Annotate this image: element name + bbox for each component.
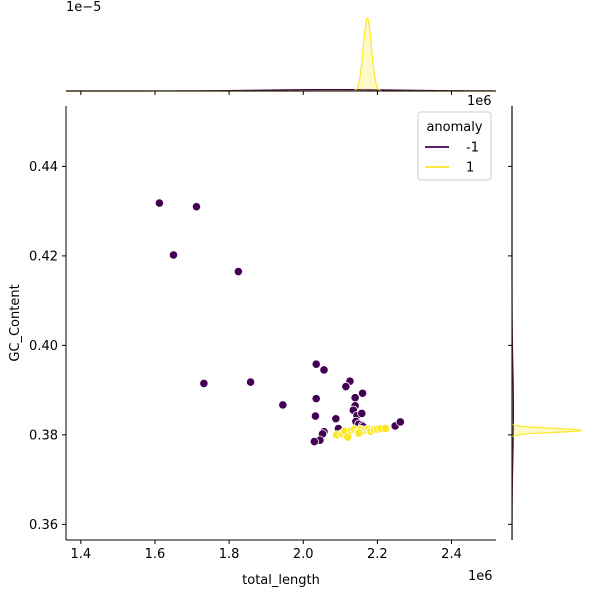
point-anomaly bbox=[341, 381, 351, 392]
top-marginal: 1e−5 bbox=[66, 0, 497, 95]
right-marginal-offset-label: 1e6 bbox=[467, 94, 492, 109]
x-axis-label: total_length bbox=[242, 573, 320, 588]
y-tick-label: 0.38 bbox=[29, 428, 58, 443]
y-axis-label: GC_Content bbox=[8, 284, 23, 361]
point-anomaly bbox=[154, 198, 165, 208]
x-tick-label: 2.4 bbox=[441, 547, 462, 562]
x-tick-label: 1.6 bbox=[145, 547, 166, 562]
right-marginal-ticks bbox=[508, 165, 512, 525]
legend: anomaly -1 1 bbox=[417, 111, 492, 181]
y-tick-label: 0.40 bbox=[29, 339, 58, 354]
point-anomaly bbox=[309, 436, 319, 447]
legend-label-1: 1 bbox=[466, 161, 474, 176]
point-anomaly bbox=[311, 359, 321, 369]
top-kde-normal-fill bbox=[66, 18, 496, 91]
point-anomaly bbox=[319, 365, 329, 375]
x-tick-label: 2.2 bbox=[367, 547, 388, 562]
x-axis-ticks: 1.4 1.6 1.8 2.0 2.2 2.4 bbox=[70, 540, 462, 562]
x-axis-offset-label: 1e6 bbox=[468, 569, 493, 584]
point-anomaly bbox=[357, 408, 367, 418]
top-marginal-ticks bbox=[80, 91, 453, 95]
point-normal bbox=[354, 428, 364, 438]
point-anomaly bbox=[168, 250, 179, 260]
point-anomaly bbox=[310, 411, 321, 421]
right-kde-normal-line bbox=[511, 106, 583, 540]
point-anomaly bbox=[311, 394, 321, 404]
legend-title: anomaly bbox=[426, 120, 482, 135]
top-marginal-offset-label: 1e−5 bbox=[66, 0, 101, 15]
point-anomaly bbox=[331, 414, 341, 424]
point-anomaly bbox=[246, 377, 256, 387]
x-tick-label: 2.0 bbox=[293, 547, 314, 562]
top-marginal-kde bbox=[66, 17, 497, 92]
main-plot: 1.4 1.6 1.8 2.0 2.2 2.4 0.360.380.400.420.44 … bbox=[8, 106, 496, 588]
right-kde-normal-fill bbox=[512, 106, 582, 540]
point-anomaly bbox=[199, 378, 209, 389]
top-kde-normal-line bbox=[66, 17, 496, 92]
right-marginal-kde bbox=[511, 106, 583, 541]
legend-label-neg1: -1 bbox=[466, 141, 479, 156]
point-anomaly bbox=[233, 266, 243, 277]
y-tick-label: 0.36 bbox=[29, 518, 58, 533]
legend-frame bbox=[417, 111, 492, 181]
right-marginal: 1e6 bbox=[467, 94, 583, 541]
point-anomaly bbox=[191, 202, 202, 212]
scatter-points bbox=[154, 198, 405, 447]
point-anomaly bbox=[350, 393, 360, 403]
y-tick-label: 0.42 bbox=[29, 249, 58, 264]
point-anomaly bbox=[278, 400, 288, 410]
y-axis-ticks: 0.36 0.38 0.40 0.42 0.44 bbox=[29, 160, 66, 533]
point-normal bbox=[380, 423, 391, 434]
x-tick-label: 1.8 bbox=[219, 547, 240, 562]
point-anomaly bbox=[357, 388, 368, 398]
point-anomaly bbox=[395, 417, 405, 427]
x-tick-label: 1.4 bbox=[70, 547, 91, 562]
y-tick-label: 0.44 bbox=[29, 160, 58, 175]
